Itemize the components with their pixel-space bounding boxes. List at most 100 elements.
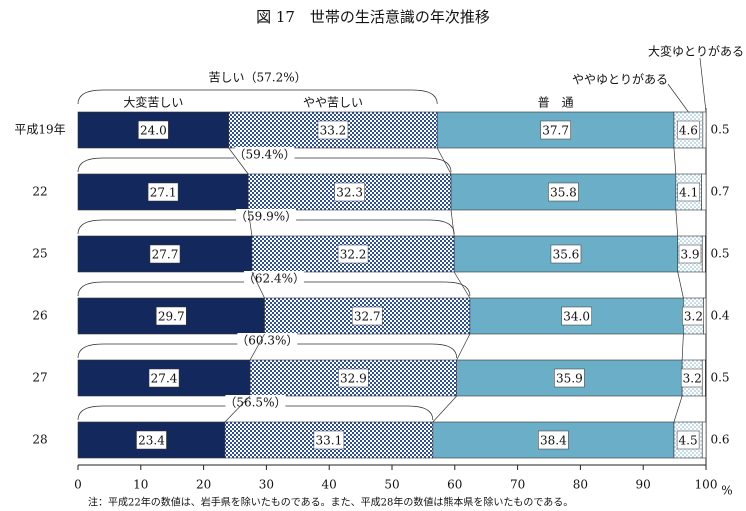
connector	[228, 147, 249, 175]
value-label: 0.7	[710, 185, 729, 199]
value-label: 33.2	[320, 124, 347, 138]
x-tick-label: 90	[636, 478, 651, 492]
x-tick-label: 50	[384, 478, 399, 492]
x-tick-label: 10	[133, 478, 148, 492]
value-label-box	[538, 430, 569, 450]
category-label: 26	[32, 309, 47, 323]
x-axis-label: %	[721, 484, 732, 498]
value-label: 0.6	[710, 433, 729, 447]
leader-line	[667, 83, 689, 113]
value-label: 35.8	[550, 186, 577, 200]
value-label: 4.1	[679, 186, 698, 200]
brace-label: （59.9%）	[235, 210, 297, 224]
value-label-box	[561, 306, 592, 326]
value-label-box	[550, 244, 582, 264]
value-label-box	[677, 182, 700, 202]
value-label: 27.1	[150, 186, 177, 200]
brace-label: （56.5%）	[224, 396, 286, 410]
value-label: 23.4	[138, 434, 165, 448]
value-label-box	[136, 430, 167, 450]
value-label: 38.4	[540, 434, 567, 448]
connector	[436, 147, 452, 175]
value-label-box	[156, 306, 187, 326]
value-label: 32.2	[340, 248, 367, 262]
value-label: 29.7	[158, 310, 185, 324]
value-label-box	[313, 430, 345, 450]
x-tick-label: 80	[573, 478, 588, 492]
value-label-box	[317, 120, 349, 140]
bar-segment	[701, 173, 707, 211]
legend-label: ややゆとりがある	[572, 72, 668, 87]
connector	[673, 395, 683, 423]
bar-segment	[701, 235, 706, 273]
value-label-box	[351, 306, 383, 326]
legend-label: 大変ゆとりがある	[648, 44, 744, 59]
bar-segment	[703, 297, 707, 335]
category-label: 25	[32, 247, 47, 261]
bar-segment	[702, 111, 707, 149]
value-label: 32.3	[336, 186, 363, 200]
x-tick-label: 0	[74, 478, 82, 492]
value-label-box	[148, 368, 180, 388]
value-label: 4.6	[679, 124, 698, 138]
value-label-box	[147, 182, 179, 202]
value-label: 35.9	[556, 372, 583, 386]
value-label-box	[548, 182, 579, 202]
bar-segment	[701, 359, 706, 397]
bar-segment	[264, 297, 471, 335]
legend-label: 普 通	[538, 96, 574, 110]
value-label-box	[149, 244, 181, 264]
value-label: 3.2	[683, 372, 702, 386]
value-label: 3.9	[680, 248, 699, 262]
value-label-box	[677, 120, 700, 140]
value-label-box	[338, 368, 369, 388]
footnote: 注：平成22年の数値は、岩手県を除いたものである。また、平成28年の数値は熊本県…	[88, 496, 573, 509]
x-tick-label: 70	[510, 478, 525, 492]
value-label-box	[334, 182, 365, 202]
value-label: 35.6	[553, 248, 580, 262]
x-tick-label: 20	[196, 478, 211, 492]
category-label: 22	[32, 185, 47, 199]
brace-label: （59.4%）	[233, 148, 295, 162]
brace-label-bg	[225, 395, 286, 411]
value-label: 27.7	[152, 248, 179, 262]
brace-label-bg	[209, 70, 306, 86]
value-label: 34.0	[563, 310, 590, 324]
brace-label: （60.3%）	[236, 334, 298, 348]
brace	[77, 89, 438, 105]
connector	[247, 209, 253, 237]
connector	[249, 333, 265, 361]
x-tick-label: 30	[259, 478, 274, 492]
x-tick-label: 60	[447, 478, 462, 492]
bar-segment	[701, 421, 707, 459]
category-label: 27	[32, 371, 47, 385]
x-tick-label: 40	[322, 478, 337, 492]
connector	[673, 147, 677, 175]
connector	[251, 271, 265, 299]
connector	[677, 271, 684, 299]
connector	[453, 271, 471, 299]
connector	[675, 209, 679, 237]
value-label: 32.7	[354, 310, 381, 324]
value-label: 0.5	[710, 371, 729, 385]
brace-label-bg	[234, 147, 295, 163]
category-label: 平成19年	[14, 123, 65, 137]
value-label: 0.5	[710, 247, 729, 261]
value-label-box	[676, 430, 700, 450]
value-label: 3.2	[684, 310, 703, 324]
value-label-box	[554, 368, 585, 388]
connector	[456, 333, 471, 361]
legend-label: やや苦しい	[303, 96, 363, 110]
chart-title: 図 17 世帯の生活意識の年次推移	[256, 8, 490, 26]
value-label-box	[337, 244, 369, 264]
bar-segment	[77, 421, 226, 459]
legend-label: 大変苦しい	[123, 95, 183, 110]
leader-line	[699, 57, 707, 113]
value-label: 24.0	[140, 124, 167, 138]
value-label-box	[678, 244, 702, 264]
connector	[432, 395, 457, 423]
brace-label-bg	[243, 271, 304, 287]
brace-label-bg	[237, 333, 298, 349]
x-tick-label: 100	[695, 478, 718, 492]
